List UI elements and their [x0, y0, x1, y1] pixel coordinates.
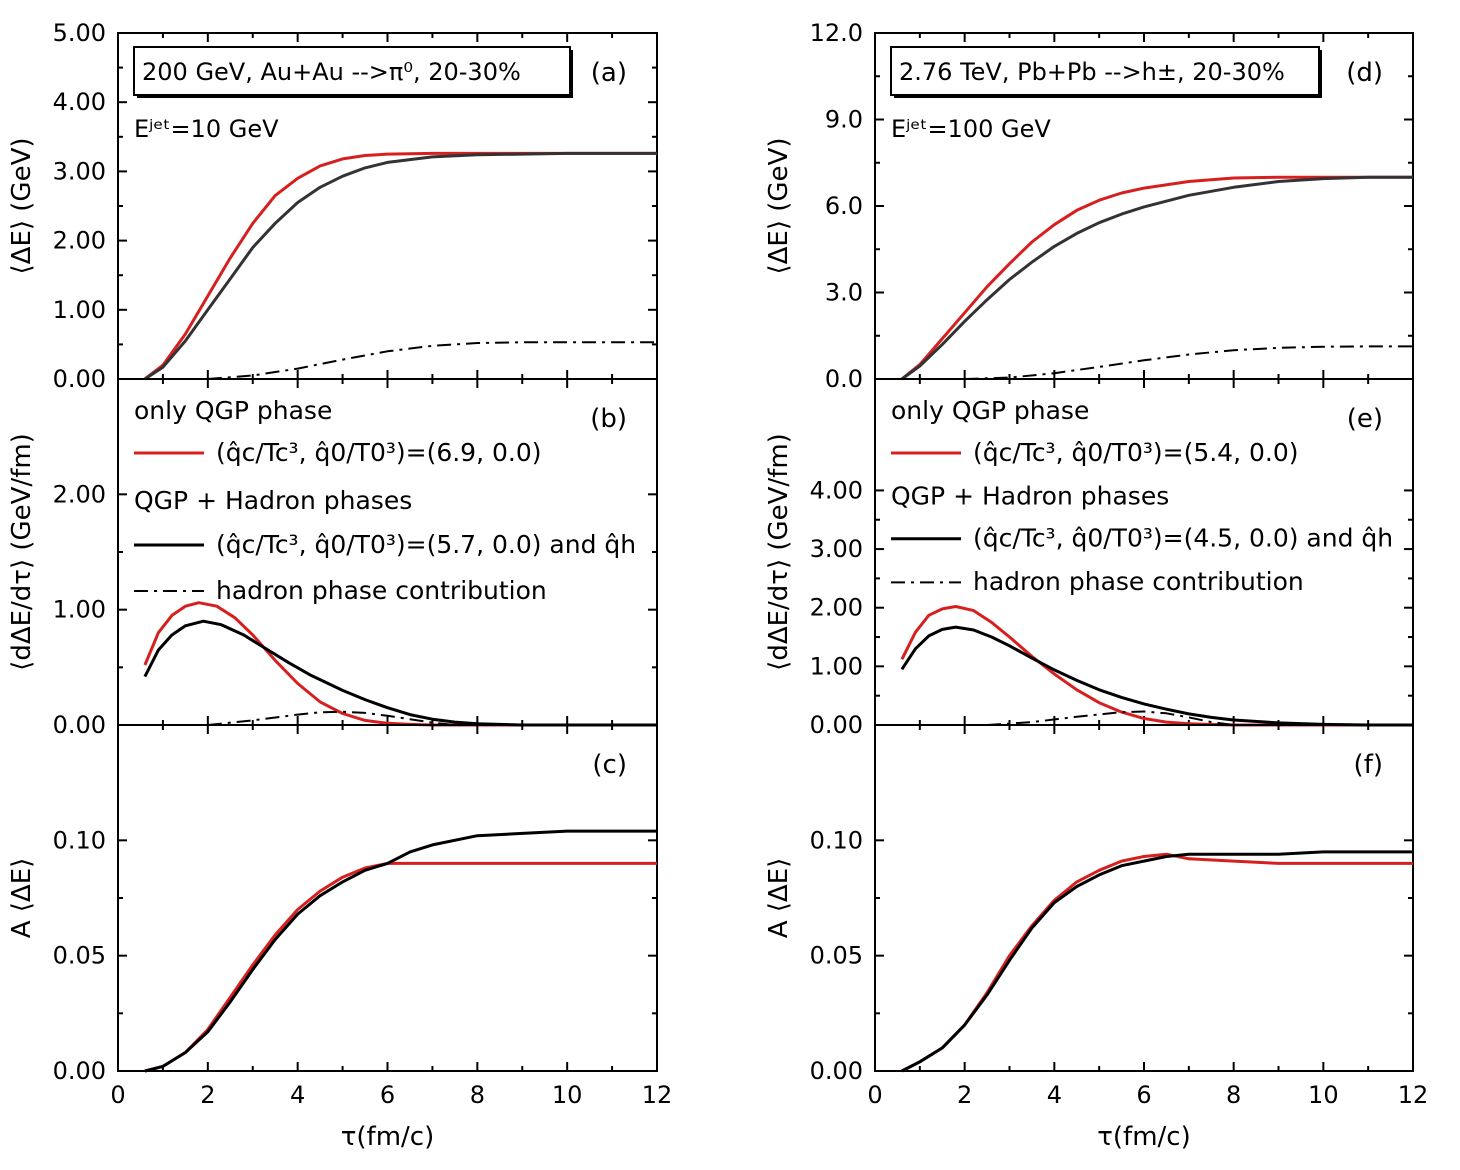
y-tick-label: 0.10: [810, 826, 863, 854]
y-tick-label: 0.05: [53, 942, 106, 970]
panel-f: 0.00 0.05 0.10 0 2 4 6 8 10 12 τ(fm/c) A ⟨ΔE⟩ (f): [764, 724, 1429, 1152]
x-tick-label: 10: [552, 1081, 583, 1109]
series-line-hadron-phase-contribution: [207, 710, 456, 726]
series-line-hadron-phase-contribution: [964, 345, 1413, 380]
y-tick-label: 4.00: [53, 88, 106, 116]
y-tick-label: 0.00: [810, 1057, 863, 1085]
series-line-only-qgp-phase: [144, 861, 657, 1073]
x-tick-label: 10: [1308, 1081, 1339, 1109]
x-tick-label: 4: [1047, 1081, 1062, 1109]
y-tick-label: 3.0: [825, 279, 863, 307]
legend-entry: (q̂c/Tc³, q̂0/T0³)=(6.9, 0.0): [216, 438, 542, 467]
panel-label: (c): [592, 750, 627, 780]
series-line-qgp-hadron-phases: [901, 850, 1413, 1073]
legend-entry: hadron phase contribution: [216, 576, 547, 605]
y-tick-label: 4.00: [810, 476, 863, 504]
x-axis-title: τ(fm/c): [1097, 1122, 1190, 1152]
x-tick-label: 6: [1136, 1081, 1151, 1109]
panel-label: (a): [591, 58, 627, 88]
series-line-qgp-hadron-phases: [900, 625, 1413, 727]
energy-note: Eʲᵉᵗ=100 GeV: [891, 115, 1051, 143]
y-tick-label: 2.00: [53, 227, 106, 255]
y-tick-label: 1.00: [810, 652, 863, 680]
x-tick-label: 6: [380, 1081, 395, 1109]
y-axis-title: A ⟨ΔE⟩: [764, 858, 794, 939]
y-tick-label: 0.00: [810, 711, 863, 739]
y-tick-label: 1.00: [53, 596, 106, 624]
series-line-hadron-phase-contribution: [207, 341, 657, 380]
panel-e: 0.00 1.00 2.00 3.00 4.00 ⟨dΔE/dτ⟩ (GeV/fm) (e)…: [764, 378, 1414, 739]
y-tick-label: 3.00: [810, 535, 863, 563]
legend-entry: hadron phase contribution: [973, 567, 1304, 596]
y-axis-title: A ⟨ΔE⟩: [7, 858, 37, 939]
series-line-hadron-phase-contribution: [987, 710, 1234, 726]
energy-note: Eʲᵉᵗ=10 GeV: [134, 115, 279, 143]
y-tick-label: 3.00: [53, 157, 106, 185]
legend-group-label: QGP + Hadron phases: [134, 486, 412, 515]
series-line-only-qgp-phase: [900, 175, 1413, 381]
y-tick-label: 2.00: [810, 594, 863, 622]
series-line-only-qgp-phase: [900, 605, 1413, 727]
panel-b: 0.00 1.00 2.00 ⟨dΔE/dτ⟩ (GeV/fm) (b) only QGP…: [7, 378, 658, 739]
series-line-qgp-hadron-phases: [144, 829, 657, 1073]
panel-label: (e): [1347, 404, 1383, 434]
legend-group-label: QGP + Hadron phases: [891, 482, 1169, 511]
annotation-box: [890, 46, 1320, 96]
y-tick-label: 1.00: [53, 296, 106, 324]
series-line-qgp-hadron-phases: [144, 151, 657, 381]
legend-group-label: only QGP phase: [134, 396, 332, 425]
y-tick-label: 6.0: [825, 192, 863, 220]
x-tick-label: 0: [867, 1081, 882, 1109]
plot-frame: [117, 724, 658, 1072]
x-tick-label: 8: [470, 1081, 485, 1109]
x-axis-title: τ(fm/c): [341, 1122, 434, 1152]
panel-a: 0.00 1.00 2.00 3.00 4.00 5.00 ⟨ΔE⟩ (GeV) (a) 200…: [7, 19, 658, 393]
panel-label: (d): [1346, 58, 1383, 88]
annotation-box: [133, 46, 571, 96]
x-tick-label: 12: [1398, 1081, 1429, 1109]
panel-label: (b): [590, 404, 627, 434]
panel-d: 0.0 3.0 6.0 9.0 12.0 ⟨ΔE⟩ (GeV) (d) 2.76 TeV, P…: [764, 19, 1414, 393]
y-tick-label: 2.00: [53, 480, 106, 508]
legend-entry: (q̂c/Tc³, q̂0/T0³)=(5.4, 0.0): [973, 438, 1299, 467]
y-tick-label: 9.0: [825, 106, 863, 134]
series-line-only-qgp-phase: [901, 852, 1413, 1073]
series-line-only-qgp-phase: [143, 601, 657, 727]
y-tick-label: 12.0: [810, 19, 863, 47]
x-tick-label: 2: [957, 1081, 972, 1109]
series-line-qgp-hadron-phases: [901, 175, 1413, 381]
series-line-qgp-hadron-phases: [143, 619, 657, 727]
x-tick-label: 0: [110, 1081, 125, 1109]
annotation-text: 200 GeV, Au+Au -->π⁰, 20-30%: [142, 58, 521, 86]
panel-label: (f): [1354, 750, 1383, 780]
legend-entry: (q̂c/Tc³, q̂0/T0³)=(5.7, 0.0) and q̂h: [216, 530, 636, 559]
y-tick-label: 0.00: [53, 711, 106, 739]
legend-group-label: only QGP phase: [891, 396, 1089, 425]
plot-frame: [874, 724, 1414, 1072]
series-line-only-qgp-phase: [143, 151, 657, 381]
x-tick-label: 12: [642, 1081, 673, 1109]
y-tick-label: 0.00: [53, 1057, 106, 1085]
y-tick-label: 5.00: [53, 19, 106, 47]
y-tick-label: 0.00: [53, 365, 106, 393]
y-axis-title: ⟨ΔE⟩ (GeV): [764, 138, 794, 275]
x-tick-label: 4: [290, 1081, 305, 1109]
y-tick-label: 0.0: [825, 365, 863, 393]
y-tick-label: 0.10: [53, 826, 106, 854]
panel-c: 0.00 0.05 0.10 0 2 4 6 8 10 12 τ(fm/c) A ⟨ΔE⟩ (c): [7, 724, 673, 1152]
x-tick-label: 8: [1226, 1081, 1241, 1109]
y-tick-label: 0.05: [810, 942, 863, 970]
annotation-text: 2.76 TeV, Pb+Pb -->h±, 20-30%: [899, 58, 1285, 86]
legend-entry: (q̂c/Tc³, q̂0/T0³)=(4.5, 0.0) and q̂h: [973, 523, 1393, 552]
y-axis-title: ⟨dΔE/dτ⟩ (GeV/fm): [7, 433, 37, 671]
x-tick-label: 2: [200, 1081, 215, 1109]
y-axis-title: ⟨dΔE/dτ⟩ (GeV/fm): [764, 433, 794, 671]
y-axis-title: ⟨ΔE⟩ (GeV): [7, 138, 37, 275]
